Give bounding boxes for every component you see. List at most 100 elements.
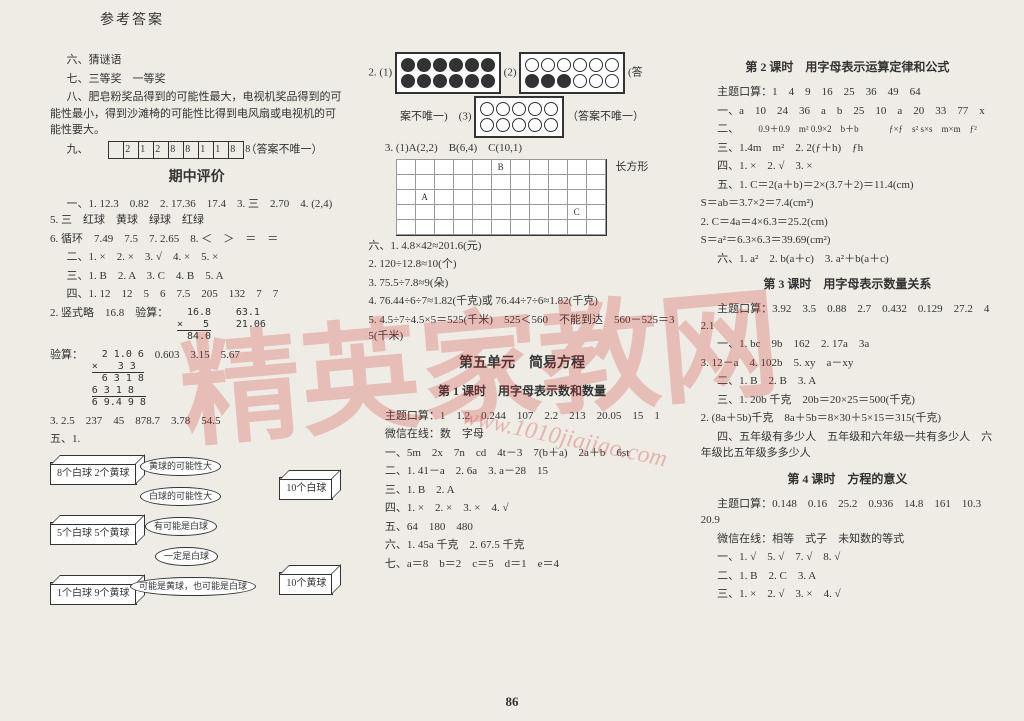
text-line: 三、1. B 2. A — [368, 482, 675, 499]
probability-diagram: 8个白球 2个黄球 5个白球 5个黄球 1个白球 9个黄球 10个白球 10个黄… — [50, 452, 343, 632]
calc-row: 2 1.0 6 — [92, 349, 144, 360]
oval-label: 黄球的可能性大 — [140, 457, 221, 477]
cube-box: 1个白球 9个黄球 — [50, 582, 137, 605]
text-line: 六、1. 45a 千克 2. 67.5 千克 — [368, 537, 675, 554]
grid-point: B — [491, 159, 511, 175]
label: （答案不唯一） — [246, 143, 323, 155]
calc-row: × 3 3 — [92, 361, 136, 372]
text-line: 3. 75.5÷7.8≈9(朵) — [368, 275, 675, 292]
label: 长方形 — [615, 161, 648, 173]
text-line: 七、三等奖 一等奖 — [50, 71, 343, 88]
box-cell: 8 — [213, 141, 229, 159]
label: 0.603 3.15 5.67 — [155, 349, 240, 361]
subsection-title: 第 1 课时 用字母表示数和数量 — [368, 382, 675, 400]
cube-box: 10个白球 — [279, 477, 333, 500]
text-line: 三、1. × 2. √ 3. × 4. √ — [701, 586, 994, 603]
box-cell: 1 — [183, 141, 199, 159]
text-line: 五、1. C＝2(a＋b)＝2×(3.7＋2)＝11.4(cm) — [701, 177, 994, 194]
text-line: 一、a 10 24 36 a b 25 10 a 20 33 77 x — [701, 103, 994, 120]
dot-grid — [474, 96, 564, 138]
box-cell: 8 — [153, 141, 169, 159]
vertical-calculation: 63.1 21.06 — [226, 307, 266, 331]
calc-row: 63.1 — [226, 307, 260, 318]
text-line: 案不唯一) (3) （答案不唯一） — [368, 96, 675, 138]
text-line: 2. (1) (2) (答 — [368, 52, 675, 94]
coordinate-grid: B A C — [396, 159, 607, 236]
text-line: 二、 0.9＋0.9 m² 0.9×2 b＋b ƒ×ƒ s² s×s m×m ƒ… — [701, 121, 994, 138]
column-1: 六、猜谜语 七、三等奖 一等奖 八、肥皂粉奖品得到的可能性最大，电视机奖品得到的… — [50, 50, 343, 632]
page-number: 86 — [0, 692, 1024, 712]
column-3: 第 2 课时 用字母表示运算定律和公式 主题口算：1 4 9 16 25 36 … — [701, 50, 994, 632]
text-line: 一、1. √ 5. √ 7. √ 8. √ — [701, 549, 994, 566]
text-line: 四、1. 12 12 5 6 7.5 205 132 7 7 — [50, 286, 343, 303]
grid-container: B A C 长方形 — [368, 159, 675, 236]
section-title: 期中评价 — [50, 167, 343, 188]
text-line: 六、1. a² 2. b(a＋c) 3. a²＋b(a＋c) — [701, 251, 994, 268]
cube-box: 8个白球 2个黄球 — [50, 462, 137, 485]
calc-row: 84.0 — [177, 330, 211, 342]
text-line: 2. 120÷12.8≈10(个) — [368, 256, 675, 273]
text-line: 2. C＝4a＝4×6.3＝25.2(cm) — [701, 214, 994, 231]
dot-grid — [519, 52, 625, 94]
text-line: 主题口算：0.148 0.16 25.2 0.936 14.8 161 10.3… — [701, 496, 994, 529]
box-cell: 8 — [168, 141, 184, 159]
text-line: 九、 212881188 （答案不唯一） — [50, 141, 343, 159]
text-line: 2. 竖式略 16.8 验算： 16.8 × 5 84.0 63.1 21.06 — [50, 305, 343, 345]
box-cell: 8 — [228, 141, 244, 159]
text-line: 6. 循环 7.49 7.5 7. 2.65 8. ＜ ＞ ＝ ＝ — [50, 231, 343, 248]
text-line: 3. (1)A(2,2) B(6,4) C(10,1) — [368, 140, 675, 157]
subsection-title: 第 2 课时 用字母表示运算定律和公式 — [701, 58, 994, 76]
calc-row: × 5 — [177, 319, 209, 330]
text-line: 4. 76.44÷6÷7≈1.82(千克)或 76.44÷7÷6≈1.82(千克… — [368, 293, 675, 310]
section-title: 第五单元 简易方程 — [368, 353, 675, 374]
text-line: 二、1. B 2. B 3. A — [701, 373, 994, 390]
columns: 六、猜谜语 七、三等奖 一等奖 八、肥皂粉奖品得到的可能性最大，电视机奖品得到的… — [0, 0, 1024, 642]
text-line: 五、64 180 480 — [368, 519, 675, 536]
subsection-title: 第 4 课时 方程的意义 — [701, 470, 994, 488]
calc-row: 6 3 1 8 — [92, 372, 144, 384]
text-line: 四、1. × 2. √ 3. × — [701, 158, 994, 175]
box-cell: 2 — [108, 141, 124, 159]
oval-label: 有可能是白球 — [145, 517, 217, 537]
cube-box: 5个白球 5个黄球 — [50, 522, 137, 545]
grid-point: C — [567, 204, 587, 220]
oval-label: 白球的可能性大 — [140, 487, 221, 507]
text-line: 四、1. × 2. × 3. × 4. √ — [368, 500, 675, 517]
text-line: 主题口算：1 4 9 16 25 36 49 64 — [701, 84, 994, 101]
text-line: 验算： 2 1.0 6 × 3 3 6 3 1 8 6 3 1 8 6 9.4 … — [50, 347, 343, 411]
text-line: 2. (8a＋5b)千克 8a＋5b＝8×30＋5×15＝315(千克) — [701, 410, 994, 427]
calc-row: 6 9.4 9 8 — [92, 396, 146, 408]
cross-match: ƒ×ƒ s² s×s m×m ƒ² — [872, 125, 976, 134]
answer-boxes: 212881188 — [91, 141, 243, 159]
text-line: 微信在线：相等 式子 未知数的等式 — [701, 531, 994, 548]
calc-row: 21.06 — [226, 319, 266, 330]
label: 案不唯一) (3) — [400, 111, 472, 123]
label: 验算： — [50, 349, 83, 361]
subsection-title: 第 3 课时 用字母表示数量关系 — [701, 275, 994, 293]
page-root: 参考答案 精英家教网 www.1010jiajiao.com 六、猜谜语 七、三… — [0, 0, 1024, 721]
label: 九、 — [67, 143, 89, 155]
box-cell: 1 — [198, 141, 214, 159]
dot-grid — [395, 52, 501, 94]
text-line: 八、肥皂粉奖品得到的可能性最大，电视机奖品得到的可能性最小，得到沙滩椅的可能性比… — [50, 89, 343, 139]
text-line: 三、1.4m m² 2. 2(ƒ＋h) ƒh — [701, 140, 994, 157]
text-line: 主题口算：3.92 3.5 0.88 2.7 0.432 0.129 27.2 … — [701, 301, 994, 334]
text-line: 二、1. × 2. × 3. √ 4. × 5. × — [50, 249, 343, 266]
oval-label: 一定是白球 — [155, 547, 218, 567]
text-line: 四、五年级有多少人 五年级和六年级一共有多少人 六年级比五年级多多少人 — [701, 429, 994, 462]
text-line: S＝ab＝3.7×2＝7.4(cm²) — [701, 195, 994, 212]
oval-label: 可能是黄球，也可能是白球 — [130, 577, 256, 597]
vertical-calculation: 16.8 × 5 84.0 — [177, 307, 211, 343]
box-cell: 2 — [138, 141, 154, 159]
label: (答 — [628, 67, 643, 79]
text-line: 一、1. 12.3 0.82 2. 17.36 17.4 3. 三 2.70 4… — [50, 196, 343, 229]
label: 2. 竖式略 16.8 验算： — [50, 307, 168, 319]
label: （答案不唯一） — [567, 111, 644, 123]
label: (2) — [504, 67, 517, 79]
text-line: 六、1. 4.8×42≈201.6(元) — [368, 238, 675, 255]
text-line: S＝a²＝6.3×6.3＝39.69(cm²) — [701, 232, 994, 249]
text-line: 5. 4.5÷7÷4.5×5＝525(千米) 525＜560 不能到达 560－… — [368, 312, 675, 345]
text-line: 一、1. bc 9b 162 2. 17a 3a — [701, 336, 994, 353]
text-line: 3. 2.5 237 45 878.7 3.78 54.5 — [50, 413, 343, 430]
box-cell: 1 — [123, 141, 139, 159]
